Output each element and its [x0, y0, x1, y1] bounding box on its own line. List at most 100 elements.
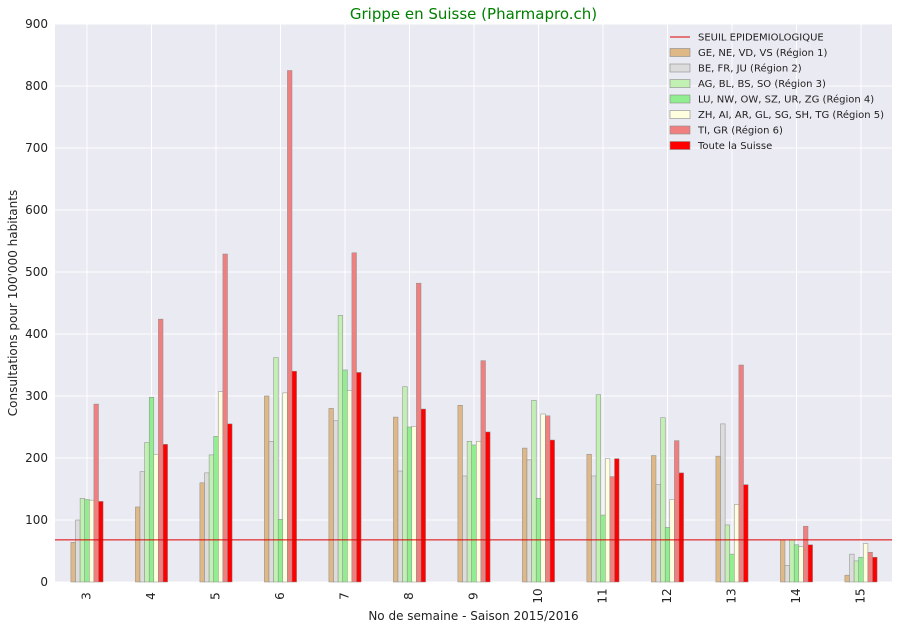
- bar: [227, 423, 233, 583]
- bar: [84, 499, 90, 583]
- bar: [98, 501, 104, 583]
- bar: [738, 364, 744, 583]
- y-tick-label: 800: [25, 79, 48, 93]
- bar: [784, 565, 790, 583]
- bar: [807, 544, 813, 583]
- bar: [466, 441, 472, 583]
- bar: [93, 403, 99, 583]
- x-tick-label: 5: [209, 592, 223, 600]
- x-tick-label: 7: [338, 592, 352, 600]
- bar: [660, 417, 666, 583]
- bar: [397, 470, 403, 583]
- legend-label: SEUIL EPIDEMIOLOGIQUE: [698, 33, 824, 44]
- x-tick-label: 14: [789, 588, 803, 603]
- bar: [853, 560, 859, 583]
- x-tick-label: 3: [80, 592, 94, 600]
- bar: [291, 370, 297, 583]
- bar: [420, 408, 426, 583]
- bar: [605, 458, 611, 583]
- x-tick-label: 4: [144, 592, 158, 600]
- bar: [457, 405, 463, 583]
- bar: [333, 420, 339, 583]
- legend-label: LU, NW, OW, SZ, UR, ZG (Région 4): [698, 94, 874, 106]
- bar: [70, 542, 76, 583]
- bar: [476, 441, 482, 583]
- x-tick-label: 15: [854, 588, 868, 603]
- bar: [545, 415, 551, 583]
- x-tick-label: 11: [596, 588, 610, 603]
- bar: [549, 439, 555, 583]
- bar: [328, 408, 334, 583]
- bar: [144, 442, 150, 583]
- bar: [614, 458, 620, 583]
- y-tick-label: 400: [25, 327, 48, 341]
- y-tick-label: 900: [25, 17, 48, 31]
- bar: [282, 392, 288, 583]
- bar: [729, 553, 735, 583]
- bar: [780, 539, 786, 583]
- bar: [199, 482, 205, 583]
- legend-swatch: [669, 125, 691, 135]
- bar: [416, 282, 422, 583]
- bar: [600, 514, 606, 583]
- x-tick-label: 12: [660, 588, 674, 603]
- bar: [471, 444, 477, 583]
- bar: [347, 390, 353, 583]
- bar: [531, 400, 537, 583]
- bar: [337, 315, 343, 583]
- bar: [669, 499, 675, 583]
- bar: [591, 475, 597, 583]
- bar: [162, 444, 168, 583]
- x-tick-label: 10: [531, 588, 545, 603]
- y-tick-label: 600: [25, 203, 48, 217]
- legend-label: ZH, AI, AR, GL, SG, SH, TG (Région 5): [698, 109, 884, 121]
- legend: SEUIL EPIDEMIOLOGIQUE GE, NE, VD, VS (Rég…: [669, 33, 884, 152]
- bar: [480, 360, 486, 583]
- series-group: [70, 395, 850, 583]
- bar: [734, 504, 740, 583]
- bar: [789, 539, 795, 583]
- y-tick-label: 200: [25, 451, 48, 465]
- bar: [356, 372, 362, 583]
- bar: [858, 556, 864, 583]
- legend-label: Toute la Suisse: [697, 141, 772, 152]
- bar: [793, 544, 800, 583]
- bar: [402, 386, 408, 583]
- bar: [208, 454, 214, 583]
- bar: [222, 253, 228, 583]
- legend-swatch: [669, 110, 691, 119]
- series-group: [79, 315, 859, 583]
- bar: [268, 441, 274, 583]
- bar: [277, 519, 284, 583]
- legend-swatch: [669, 141, 691, 150]
- bar: [743, 484, 749, 583]
- bar: [148, 396, 155, 583]
- y-tick-label: 500: [25, 265, 48, 279]
- bar: [462, 475, 468, 583]
- bar: [651, 455, 657, 583]
- bar: [273, 357, 279, 583]
- bar: [863, 543, 869, 583]
- legend-swatch: [669, 94, 691, 104]
- x-tick-label: 13: [725, 588, 739, 603]
- bar: [724, 524, 730, 583]
- bar: [89, 499, 95, 583]
- bar: [264, 395, 270, 583]
- bar: [342, 369, 348, 583]
- bar: [803, 525, 809, 583]
- y-tick-label: 100: [25, 513, 48, 527]
- legend-swatch: [669, 48, 691, 57]
- bar: [406, 426, 413, 583]
- y-axis-label: Consultations pour 100'000 habitants: [6, 190, 20, 416]
- bar: [139, 471, 145, 583]
- bar: [218, 391, 224, 583]
- legend-label: GE, NE, VD, VS (Région 1): [698, 47, 828, 59]
- series-group: [89, 390, 869, 583]
- bar: [75, 519, 81, 583]
- legend-swatch: [669, 63, 691, 73]
- legend-swatch: [669, 79, 691, 88]
- y-tick-label: 0: [40, 575, 48, 589]
- bar: [135, 506, 141, 583]
- bar: [213, 436, 219, 583]
